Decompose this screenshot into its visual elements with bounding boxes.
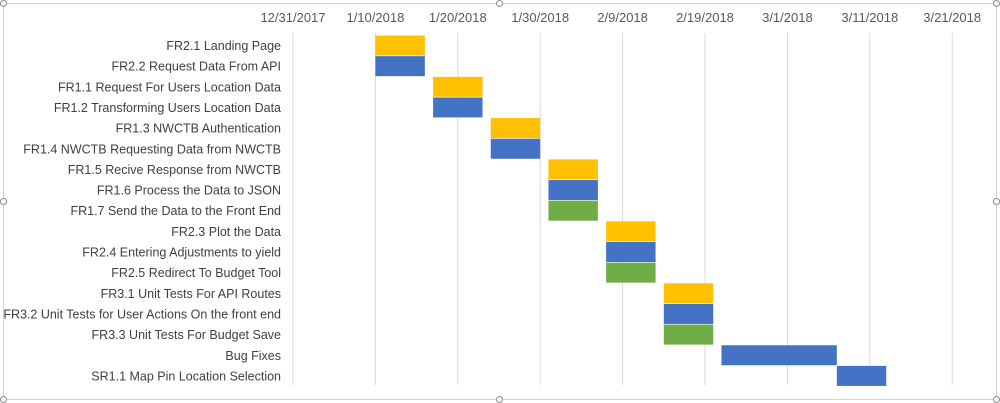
task-bar[interactable]: [490, 138, 541, 159]
task-bar[interactable]: [663, 283, 714, 304]
task-label: FR1.6 Process the Data to JSON: [97, 184, 281, 198]
task-bar[interactable]: [433, 97, 483, 118]
task-label: FR3.3 Unit Tests For Budget Save: [92, 328, 281, 342]
task-label: FR1.3 NWCTB Authentication: [116, 122, 281, 136]
task-bar[interactable]: [548, 200, 598, 221]
task-bar[interactable]: [548, 180, 598, 201]
task-label: FR2.5 Redirect To Budget Tool: [111, 266, 281, 280]
task-bars: [375, 35, 887, 386]
task-bar[interactable]: [606, 262, 656, 283]
task-bar[interactable]: [490, 118, 541, 139]
task-bar[interactable]: [606, 221, 656, 242]
task-label: FR1.5 Recive Response from NWCTB: [68, 163, 281, 177]
task-labels: FR2.1 Landing Page FR2.2 Request Data Fro…: [3, 39, 281, 383]
resize-handle-top-left[interactable]: [0, 0, 7, 7]
x-tick-label: 3/11/2018: [841, 10, 898, 25]
task-bar[interactable]: [721, 345, 837, 366]
task-bar[interactable]: [375, 35, 425, 56]
task-label: FR3.1 Unit Tests For API Routes: [101, 287, 281, 301]
resize-handle-middle-left[interactable]: [0, 198, 7, 205]
x-tick-label: 3/1/2018: [762, 10, 813, 25]
task-label: FR2.3 Plot the Data: [171, 225, 281, 239]
task-label: FR2.4 Entering Adjustments to yield: [82, 246, 281, 260]
task-label: FR2.1 Landing Page: [166, 39, 281, 53]
task-bar[interactable]: [663, 324, 714, 345]
x-tick-label: 1/20/2018: [429, 10, 487, 25]
task-label: SR1.1 Map Pin Location Selection: [91, 369, 281, 383]
x-tick-label: 1/10/2018: [346, 10, 404, 25]
task-bar[interactable]: [663, 303, 714, 324]
task-label: FR2.2 Request Data From API: [111, 60, 281, 74]
x-tick-label: 2/9/2018: [597, 10, 648, 25]
task-label: FR1.7 Send the Data to the Front End: [70, 204, 281, 218]
x-tick-label: 2/19/2018: [676, 10, 734, 25]
resize-handle-top-center[interactable]: [496, 0, 503, 7]
task-bar[interactable]: [433, 76, 483, 97]
x-tick-label: 1/30/2018: [511, 10, 569, 25]
task-bar[interactable]: [606, 242, 656, 262]
task-label: FR1.4 NWCTB Requesting Data from NWCTB: [23, 142, 281, 156]
task-label: Bug Fixes: [225, 349, 281, 363]
x-tick-label: 3/21/2018: [923, 10, 981, 25]
task-bar[interactable]: [548, 159, 598, 180]
task-label: FR3.2 Unit Tests for User Actions On the…: [3, 307, 281, 321]
grid-lines: [292, 33, 953, 385]
task-label: FR1.2 Transforming Users Location Data: [54, 101, 281, 115]
x-tick-label: 12/31/2017: [260, 10, 325, 25]
task-bar[interactable]: [836, 365, 887, 386]
task-bar[interactable]: [375, 56, 425, 77]
task-label: FR1.1 Request For Users Location Data: [58, 80, 281, 94]
x-axis-tick-labels: 12/31/2017 1/10/2018 1/20/2018 1/30/2018 2/9…: [260, 10, 981, 25]
